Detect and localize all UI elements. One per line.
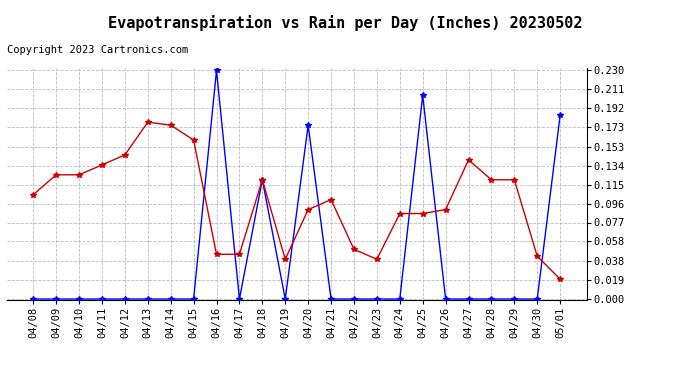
Rain  (Inches): [304, 123, 313, 128]
Rain  (Inches): [442, 297, 450, 301]
Rain  (Inches): [75, 297, 83, 301]
Rain  (Inches): [373, 297, 381, 301]
ET  (Inches): [213, 252, 221, 257]
Rain  (Inches): [258, 177, 266, 182]
Rain  (Inches): [419, 93, 427, 98]
ET  (Inches): [419, 211, 427, 216]
Rain  (Inches): [556, 113, 564, 117]
ET  (Inches): [556, 277, 564, 281]
ET  (Inches): [350, 247, 358, 252]
ET  (Inches): [395, 211, 404, 216]
Rain  (Inches): [29, 297, 37, 301]
ET  (Inches): [442, 207, 450, 212]
ET  (Inches): [487, 177, 495, 182]
ET  (Inches): [235, 252, 244, 257]
Rain  (Inches): [464, 297, 473, 301]
Rain  (Inches): [98, 297, 106, 301]
ET  (Inches): [29, 192, 37, 197]
ET  (Inches): [98, 163, 106, 167]
ET  (Inches): [121, 153, 129, 157]
Rain  (Inches): [281, 297, 289, 301]
Line: ET  (Inches): ET (Inches): [30, 119, 563, 282]
ET  (Inches): [144, 120, 152, 124]
ET  (Inches): [52, 172, 60, 177]
Rain  (Inches): [487, 297, 495, 301]
Rain  (Inches): [121, 297, 129, 301]
ET  (Inches): [190, 138, 198, 142]
Rain  (Inches): [166, 297, 175, 301]
ET  (Inches): [281, 257, 289, 261]
ET  (Inches): [75, 172, 83, 177]
ET  (Inches): [510, 177, 518, 182]
Rain  (Inches): [327, 297, 335, 301]
ET  (Inches): [166, 123, 175, 128]
Text: Evapotranspiration vs Rain per Day (Inches) 20230502: Evapotranspiration vs Rain per Day (Inch…: [108, 15, 582, 31]
Line: Rain  (Inches): Rain (Inches): [30, 68, 563, 302]
Rain  (Inches): [190, 297, 198, 301]
ET  (Inches): [258, 177, 266, 182]
Rain  (Inches): [235, 297, 244, 301]
Rain  (Inches): [144, 297, 152, 301]
Rain  (Inches): [395, 297, 404, 301]
ET  (Inches): [327, 197, 335, 202]
Rain  (Inches): [213, 68, 221, 73]
Rain  (Inches): [510, 297, 518, 301]
ET  (Inches): [464, 158, 473, 162]
Text: Copyright 2023 Cartronics.com: Copyright 2023 Cartronics.com: [7, 45, 188, 55]
ET  (Inches): [304, 207, 313, 212]
ET  (Inches): [533, 254, 542, 258]
Rain  (Inches): [533, 297, 542, 301]
ET  (Inches): [373, 257, 381, 261]
Rain  (Inches): [52, 297, 60, 301]
Rain  (Inches): [350, 297, 358, 301]
